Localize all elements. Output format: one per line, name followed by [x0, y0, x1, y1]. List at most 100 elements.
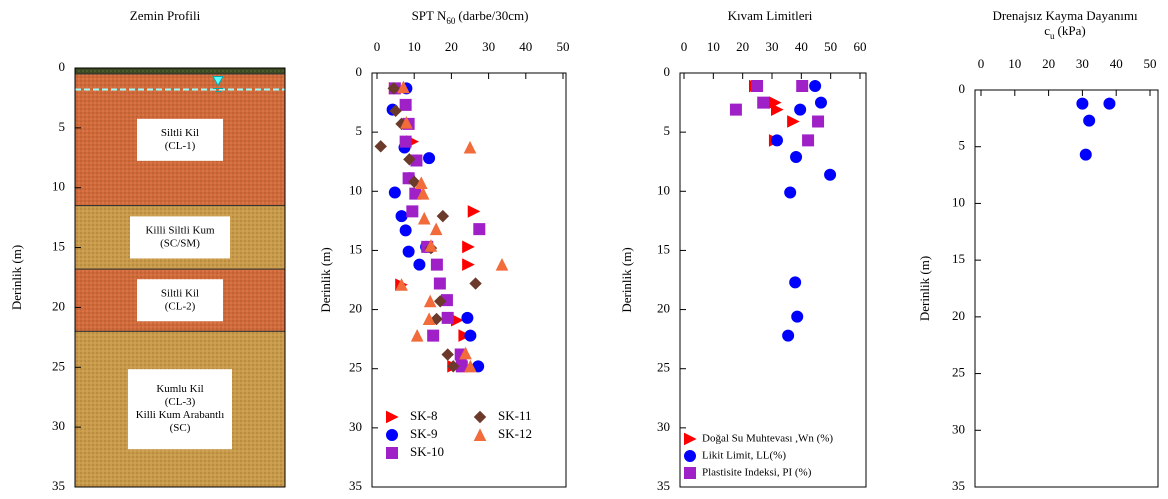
- legend-symbol: [473, 428, 487, 441]
- legend-label: SK-10: [410, 444, 444, 459]
- data-point: [809, 80, 822, 93]
- y-axis-title: Derinlik (m): [9, 245, 24, 310]
- data-point: [791, 310, 804, 323]
- legend-symbol: [684, 467, 696, 479]
- y-tick-label: 35: [52, 478, 65, 493]
- x-tick-label: 40: [1110, 56, 1123, 71]
- data-point: [436, 209, 450, 223]
- layer-label-box: [137, 279, 223, 322]
- data-point: [1103, 97, 1116, 110]
- y-tick-label: 25: [952, 365, 965, 380]
- x-tick-label: 40: [795, 39, 808, 54]
- y-axis-title: Derinlik (m): [917, 256, 932, 321]
- legend-label: SK-8: [410, 408, 437, 423]
- legend-label: Doğal Su Muhtevası ,Wn (%): [702, 433, 833, 445]
- y-tick-label: 5: [59, 119, 66, 134]
- data-point: [423, 152, 436, 165]
- y-tick-label: 25: [657, 360, 670, 375]
- data-point: [461, 311, 474, 324]
- data-point: [413, 258, 426, 271]
- layer-label: Killi Siltli Kum: [145, 224, 215, 236]
- data-point: [399, 224, 412, 237]
- data-point: [441, 348, 454, 361]
- data-point: [814, 96, 827, 109]
- data-point: [789, 276, 802, 289]
- data-point: [464, 329, 477, 342]
- y-tick-label: 20: [952, 308, 965, 323]
- y-tick-label: 10: [52, 179, 65, 194]
- data-point: [407, 175, 421, 189]
- layer-label-box: [128, 369, 232, 450]
- data-point: [784, 186, 797, 199]
- data-point: [770, 134, 783, 147]
- legend-symbol: [473, 410, 487, 424]
- data-point: [400, 116, 413, 129]
- data-point: [388, 186, 401, 199]
- x-tick-label: 20: [736, 39, 749, 54]
- x-tick-label: 60: [854, 39, 867, 54]
- y-tick-label: 15: [952, 251, 965, 266]
- legend-symbol: [386, 429, 398, 441]
- data-point: [824, 168, 837, 181]
- y-axis-title: Derinlik (m): [318, 247, 333, 312]
- x-axis-title: cu (kPa): [1044, 23, 1085, 41]
- legend-symbol: [684, 432, 697, 446]
- x-axis-title-part: u: [1050, 31, 1055, 41]
- chart-title: Zemin Profili: [130, 8, 201, 23]
- x-tick-label: 0: [374, 39, 381, 54]
- data-point: [787, 115, 800, 128]
- data-point: [790, 150, 803, 163]
- y-axis-title: Derinlik (m): [619, 247, 634, 312]
- y-tick-label: 10: [349, 182, 362, 197]
- data-point: [399, 98, 412, 111]
- x-tick-label: 50: [557, 39, 570, 54]
- data-point: [429, 222, 443, 236]
- y-tick-label: 35: [952, 478, 965, 493]
- layer-label: (CL-2): [165, 300, 196, 312]
- soil-texture: [75, 68, 285, 74]
- chart-title-part: Kıvam Limitleri: [728, 8, 813, 23]
- legend-label: Plastisite Indeksi, PI (%): [702, 467, 812, 479]
- plot-frame: [371, 72, 567, 488]
- chart-title-part: Drenajsız Kayma Dayanımı: [992, 8, 1138, 23]
- chart-title-part: (darbe/30cm): [458, 8, 528, 23]
- data-point: [402, 245, 415, 258]
- layer-label: Siltli Kil: [161, 127, 199, 139]
- data-point: [395, 210, 408, 223]
- data-point: [389, 104, 402, 118]
- y-tick-label: 30: [52, 418, 65, 433]
- data-point: [416, 187, 430, 200]
- data-point: [1079, 148, 1092, 161]
- data-point: [410, 328, 424, 342]
- y-tick-label: 15: [52, 239, 65, 254]
- data-point: [469, 277, 482, 290]
- chart-title-part: SPT N: [412, 8, 447, 23]
- x-tick-label: 30: [1076, 56, 1089, 71]
- y-tick-label: 5: [356, 123, 363, 138]
- plot-frame: [74, 67, 286, 488]
- data-point: [812, 115, 825, 128]
- legend-symbol: [684, 450, 696, 462]
- y-tick-label: 25: [52, 358, 65, 373]
- water-table-symbol: [212, 76, 224, 87]
- x-tick-label: 0: [681, 39, 688, 54]
- data-point: [423, 294, 437, 308]
- data-point: [462, 240, 475, 254]
- plot-frame: [974, 89, 1159, 488]
- chart-title: Kıvam Limitleri: [728, 8, 813, 23]
- legend-label: SK-9: [410, 426, 437, 441]
- x-tick-label: 50: [1144, 56, 1157, 71]
- data-point: [397, 80, 410, 94]
- y-tick-label: 0: [59, 59, 66, 74]
- x-tick-label: 20: [1042, 56, 1055, 71]
- layer-label-box: [130, 216, 230, 259]
- data-point: [434, 295, 447, 308]
- data-point: [467, 205, 481, 218]
- data-point: [770, 103, 784, 116]
- y-tick-label: 5: [664, 123, 671, 138]
- y-tick-label: 0: [356, 64, 363, 79]
- x-tick-label: 10: [707, 39, 720, 54]
- data-point: [414, 176, 428, 190]
- layer-label: Kumlu Kil: [156, 383, 203, 395]
